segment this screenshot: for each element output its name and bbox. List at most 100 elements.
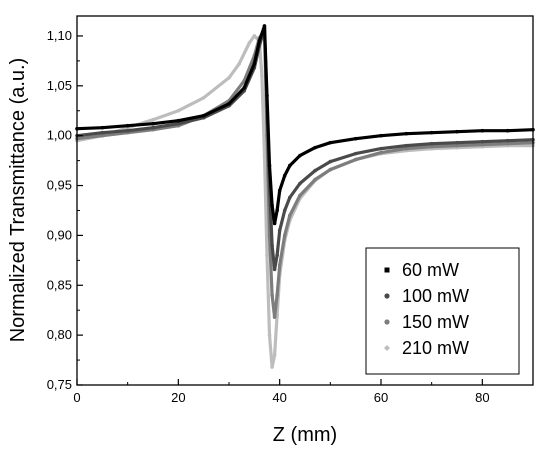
data-point xyxy=(275,208,279,213)
series-0 xyxy=(75,24,535,226)
data-point xyxy=(151,117,155,122)
legend-marker xyxy=(384,319,390,325)
y-tick-label: 0,95 xyxy=(47,178,72,193)
data-point xyxy=(480,142,485,147)
data-point xyxy=(277,228,282,233)
data-point xyxy=(272,315,277,319)
plot-frame xyxy=(76,15,534,386)
data-point xyxy=(100,130,105,135)
data-point xyxy=(379,133,383,138)
data-point xyxy=(505,141,510,146)
data-point xyxy=(201,95,206,100)
y-axis-ticks: 0,75 0,80 0,85 0,90 0,95 1,00 1,05 1,10 xyxy=(47,28,83,392)
data-point xyxy=(260,74,264,78)
data-point xyxy=(125,128,130,133)
data-point xyxy=(288,213,292,218)
data-point xyxy=(227,76,231,80)
data-point xyxy=(455,143,459,148)
data-point xyxy=(429,144,434,149)
data-point xyxy=(262,24,267,28)
data-point xyxy=(151,125,155,130)
legend-box xyxy=(365,247,520,375)
data-point xyxy=(288,163,292,168)
data-point xyxy=(247,41,252,45)
data-point xyxy=(100,125,105,130)
data-point xyxy=(125,123,130,128)
legend-label: 60 mW xyxy=(402,260,459,280)
data-point xyxy=(270,293,274,298)
data-point xyxy=(313,145,317,150)
data-point xyxy=(298,153,302,158)
data-point xyxy=(267,163,272,168)
y-tick-label: 0,90 xyxy=(47,227,72,242)
data-point xyxy=(298,181,302,186)
series-line xyxy=(75,26,535,271)
series-line xyxy=(75,24,535,225)
x-axis-label: Z (mm) xyxy=(273,424,337,446)
data-point xyxy=(265,253,269,258)
data-point xyxy=(262,153,267,158)
data-point xyxy=(282,233,287,238)
data-point xyxy=(298,193,302,198)
data-point xyxy=(176,121,181,126)
data-point xyxy=(313,168,317,173)
legend-marker xyxy=(384,267,390,273)
data-point xyxy=(404,146,409,151)
legend: 60 mW 100 mW 150 mW 210 mW xyxy=(365,247,520,375)
data-point xyxy=(480,139,485,144)
legend-label: 100 mW xyxy=(402,286,469,306)
data-point xyxy=(353,151,358,156)
x-tick-label: 60 xyxy=(374,390,388,405)
y-tick-label: 1,05 xyxy=(47,78,72,93)
data-point xyxy=(267,333,272,337)
data-point xyxy=(480,128,485,133)
x-tick-label: 0 xyxy=(73,390,80,405)
data-point xyxy=(505,128,510,133)
data-point xyxy=(201,113,206,118)
y-tick-label: 0,75 xyxy=(47,377,72,392)
data-point xyxy=(151,121,155,126)
data-point xyxy=(242,86,246,90)
data-point xyxy=(257,39,262,43)
data-point xyxy=(277,263,282,268)
data-point xyxy=(313,177,317,182)
data-point xyxy=(328,140,333,145)
data-point xyxy=(282,208,287,213)
y-tick-label: 0,85 xyxy=(47,277,72,292)
series-line xyxy=(75,34,535,369)
data-point xyxy=(328,167,333,172)
data-point xyxy=(265,93,269,98)
data-point xyxy=(277,188,282,193)
data-point xyxy=(353,136,358,141)
data-point xyxy=(252,62,257,66)
data-point xyxy=(252,34,257,38)
data-point xyxy=(237,62,241,66)
data-point xyxy=(100,133,105,138)
data-point xyxy=(282,173,287,178)
data-point xyxy=(429,130,434,135)
data-point xyxy=(288,195,292,200)
data-point xyxy=(272,353,277,357)
y-tick-label: 1,00 xyxy=(47,128,72,143)
data-point xyxy=(270,243,274,248)
data-point xyxy=(353,157,358,162)
legend-marker xyxy=(384,293,390,299)
x-tick-label: 40 xyxy=(272,390,286,405)
x-tick-label: 20 xyxy=(171,390,185,405)
data-point xyxy=(227,101,231,106)
y-tick-label: 0,80 xyxy=(47,327,72,342)
axes xyxy=(76,15,534,386)
data-point xyxy=(455,140,459,145)
y-tick-label: 1,10 xyxy=(47,28,72,43)
legend-label: 210 mW xyxy=(402,338,469,358)
data-point xyxy=(275,293,279,298)
x-tick-label: 80 xyxy=(475,390,489,405)
y-axis-label: Normalized Transmittance (a.u.) xyxy=(7,58,29,343)
data-point xyxy=(272,221,277,226)
data-point xyxy=(379,150,383,155)
legend-marker xyxy=(384,345,390,351)
data-point xyxy=(275,253,279,258)
data-point xyxy=(272,267,277,272)
